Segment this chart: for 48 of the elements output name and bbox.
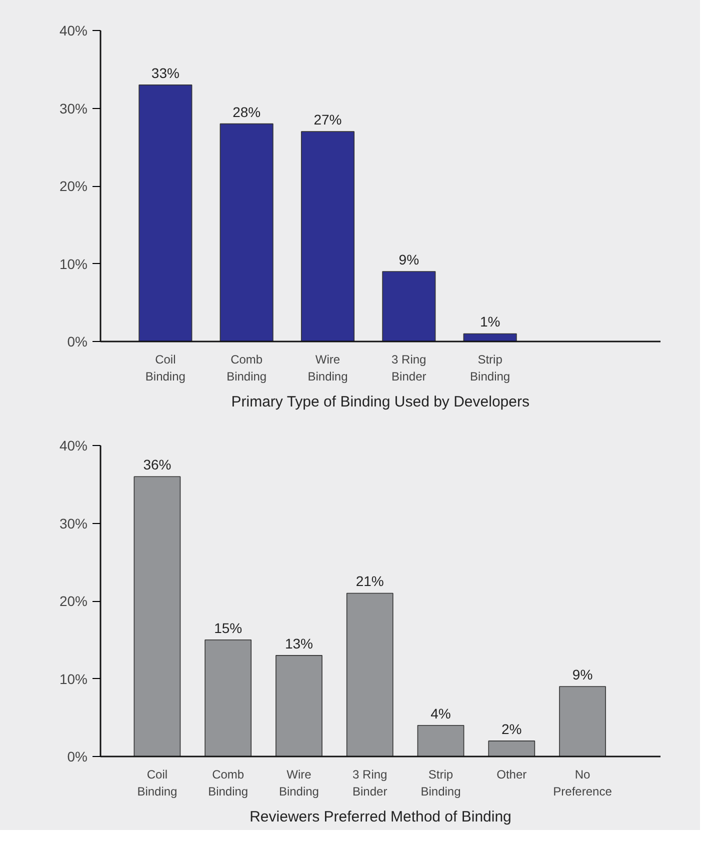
bar [300, 131, 355, 342]
bar [276, 655, 322, 756]
data-label: 4% [430, 705, 451, 722]
bar [204, 639, 252, 756]
data-label: 1% [480, 314, 500, 330]
data-label: 9% [398, 252, 420, 268]
bar [346, 592, 394, 756]
bar [417, 725, 464, 756]
x-tick-label: Comb Binding [208, 768, 248, 798]
x-tick-label: Coil Binding [137, 768, 178, 798]
y-tick-label: 20% [59, 593, 88, 609]
y-tick-label: 0% [67, 334, 88, 350]
bar [559, 686, 606, 756]
x-tick-label: Coil Binding [145, 352, 186, 384]
y-tick-label: 10% [59, 256, 88, 272]
bar [134, 476, 181, 756]
data-label: 27% [314, 112, 342, 128]
x-tick-label: 3 Ring Binder [392, 352, 426, 384]
y-tick-label: 30% [59, 515, 88, 532]
text: Primary Type of Binding Used by Developers [231, 394, 530, 410]
x-tick-label: Comb Binding [226, 352, 267, 384]
x-tick-label: Wire Binding [278, 768, 319, 798]
data-label: 9% [572, 666, 593, 683]
data-label: 28% [232, 104, 261, 120]
y-tick-label: 0% [67, 748, 88, 764]
bar [220, 123, 274, 342]
x-tick-label: Other [496, 768, 527, 782]
text: Reviewers Preferred Method of Binding [250, 808, 512, 826]
bar [382, 271, 436, 342]
y-tick-label: 10% [59, 670, 88, 687]
y-tick-label: 40% [59, 22, 88, 38]
bar [488, 740, 536, 756]
data-label: 21% [356, 573, 384, 590]
data-label: 36% [143, 456, 172, 473]
x-tick-label: No Preference [553, 768, 612, 798]
bar [138, 84, 192, 342]
y-tick-label: 20% [59, 178, 88, 194]
y-tick-label: 30% [59, 100, 88, 116]
x-tick-label: Strip Binding [470, 352, 510, 384]
data-label: 33% [151, 64, 180, 81]
data-label: 13% [284, 635, 313, 652]
x-tick-label: Wire Binding [308, 352, 348, 384]
data-label: 15% [214, 620, 242, 636]
bar [463, 333, 517, 342]
data-label: 2% [502, 720, 522, 737]
y-tick-label: 40% [59, 438, 88, 454]
x-tick-label: Strip Binding [420, 768, 461, 798]
x-tick-label: 3 Ring Binder [352, 768, 388, 798]
